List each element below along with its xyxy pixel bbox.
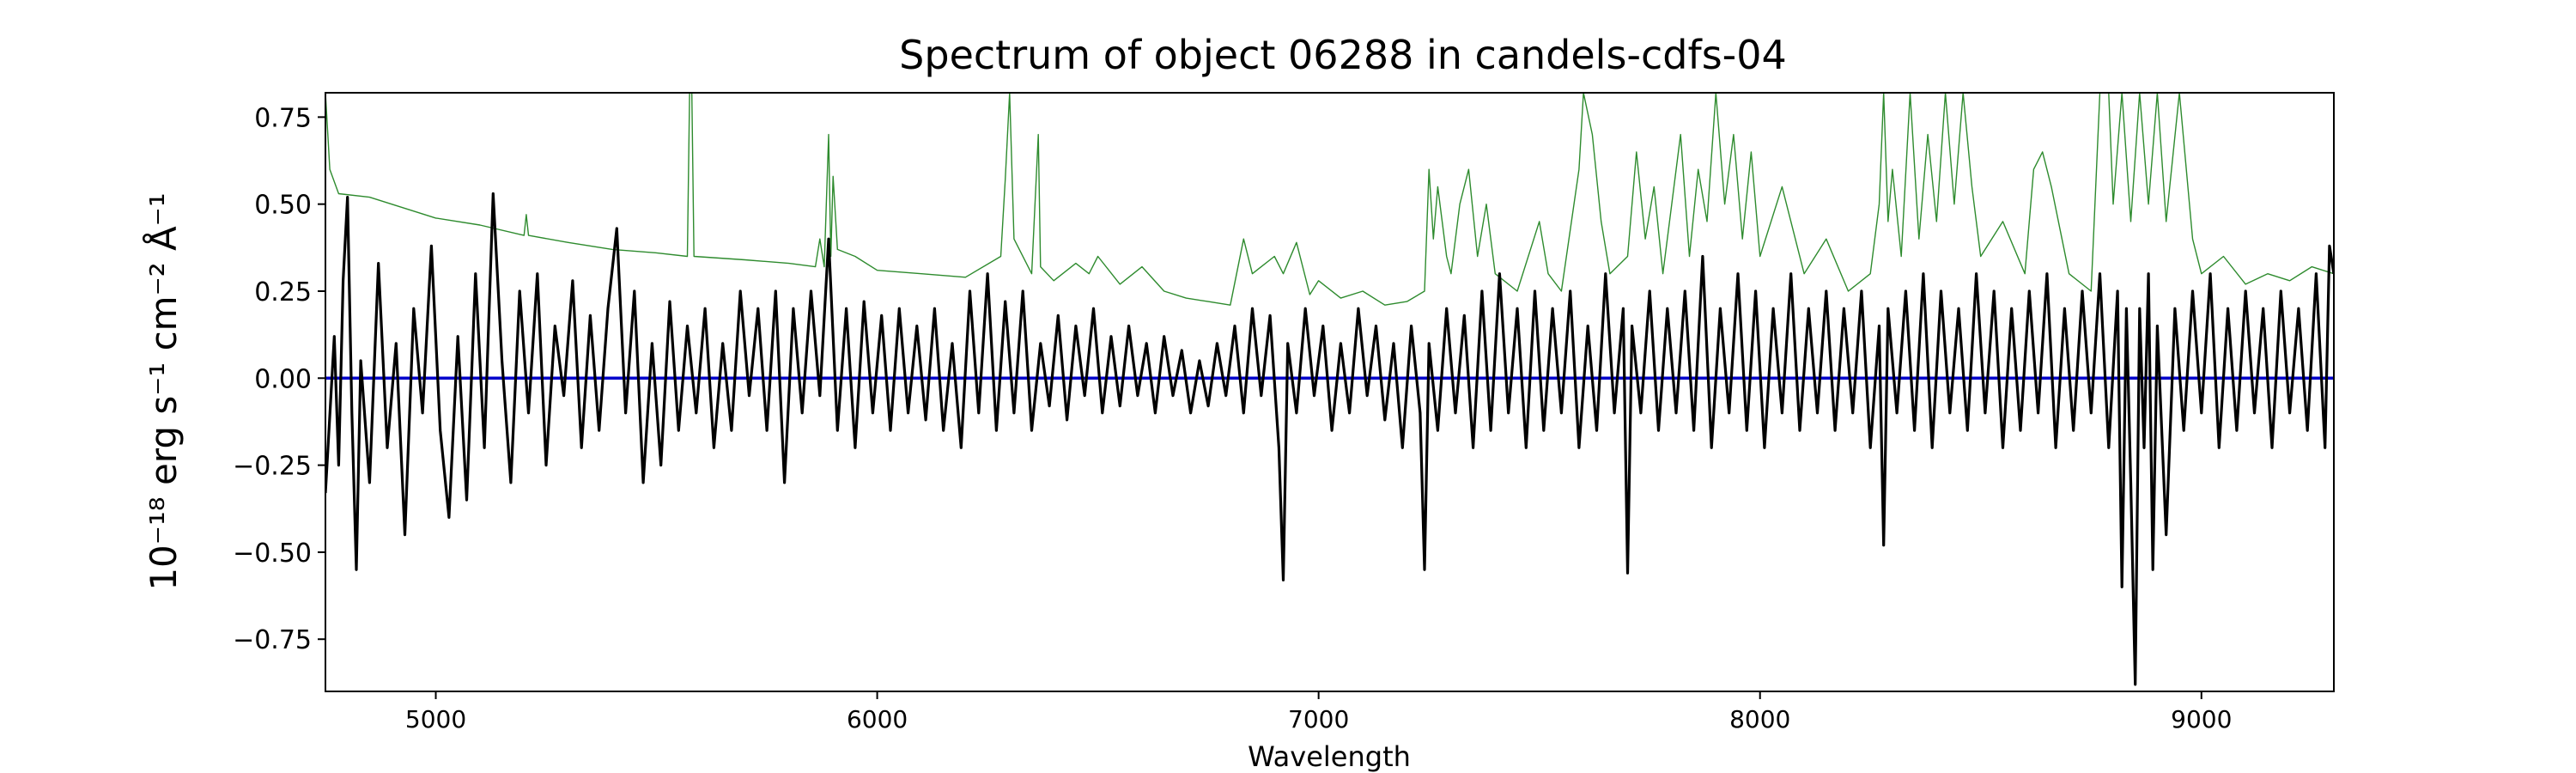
x-axis-label: Wavelength — [1248, 740, 1411, 773]
y-tick-label: 0.00 — [254, 364, 312, 394]
x-tick-label: 8000 — [1729, 705, 1790, 733]
y-tick-label: 0.25 — [254, 277, 312, 307]
plot-frame — [325, 92, 2335, 692]
y-axis-label: 10⁻¹⁸ erg s⁻¹ cm⁻² Å⁻¹ — [142, 192, 185, 590]
flux-series-line — [325, 192, 2334, 686]
chart-title: Spectrum of object 06288 in candels-cdfs… — [899, 32, 1787, 78]
x-tick-label: 9000 — [2171, 705, 2232, 733]
x-axis: 5000 6000 7000 8000 9000 — [405, 691, 2232, 733]
y-tick-label: −0.75 — [233, 625, 312, 655]
y-tick-label: −0.25 — [233, 452, 312, 482]
y-tick-label: 0.75 — [254, 103, 312, 133]
series-layer — [325, 93, 2334, 686]
x-tick-label: 5000 — [405, 705, 466, 733]
error-series-line — [325, 93, 2334, 306]
x-tick-label: 7000 — [1288, 705, 1349, 733]
y-tick-label: 0.50 — [254, 191, 312, 221]
y-tick-label: −0.50 — [233, 539, 312, 569]
x-tick-label: 6000 — [847, 705, 908, 733]
y-axis: −0.75 −0.50 −0.25 0.00 0.25 0.50 0.75 — [233, 103, 325, 655]
